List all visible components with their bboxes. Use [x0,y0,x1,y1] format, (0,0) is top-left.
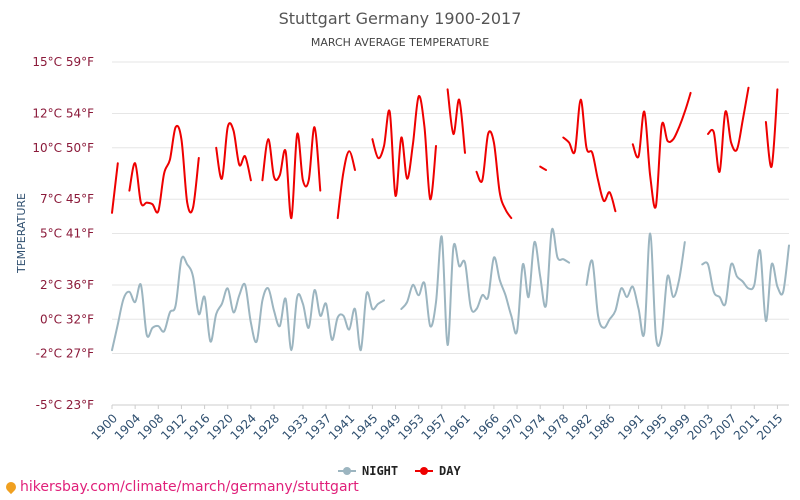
footer-url: hikersbay.com/climate/march/germany/stut… [20,479,359,495]
x-tick-label: 1933 [280,411,311,442]
chart-subtitle: MARCH AVERAGE TEMPERATURE [311,36,489,49]
day-line-segment [475,130,513,220]
x-tick-label: 1904 [112,411,143,442]
x-tick-label: 1978 [540,411,571,442]
y-tick-label: 7°C 45°F [40,192,94,206]
legend[interactable]: NIGHT DAY [338,464,461,478]
night-line-segment [701,244,790,323]
legend-night-label: NIGHT [362,464,398,478]
series-lines [111,86,790,352]
x-tick-label: 1961 [442,411,473,442]
day-line-segment [111,162,119,214]
night-line-segment [111,255,385,352]
day-line-segment [336,150,356,220]
legend-item-night[interactable]: NIGHT [338,464,398,478]
day-line-segment [261,126,322,220]
day-line-segment [371,95,437,201]
day-line-segment [215,122,252,182]
x-tick-label: 1991 [615,411,646,442]
x-tick-label: 1974 [517,411,548,442]
x-tick-label: 1953 [395,411,426,442]
night-line-segment [400,227,571,347]
x-tick-label: 1912 [158,411,189,442]
day-line-segment [764,88,779,168]
x-tick-label: 1986 [586,411,617,442]
x-tick-label: 1995 [638,411,669,442]
x-tick-label: 1916 [181,411,212,442]
x-tick-label: 2015 [754,411,785,442]
x-tick-label: 1982 [563,411,594,442]
x-tick-label: 1928 [251,411,282,442]
x-tick-label: 1908 [135,411,166,442]
y-tick-label: 15°C 59°F [32,55,94,69]
x-axis-ticks: 1900190419081912191619201924192819331937… [89,404,789,443]
x-tick-label: 1900 [89,411,120,442]
y-axis-ticks: -5°C 23°F -2°C 27°F 0°C 32°F 2°C 36°F 5°C 41… [32,55,94,412]
x-tick-label: 1999 [661,411,692,442]
y-tick-label: 2°C 36°F [40,278,94,292]
day-line-segment [707,86,750,173]
y-tick-label: 10°C 50°F [32,141,94,155]
legend-item-day[interactable]: DAY [415,464,461,478]
y-axis-label: TEMPERATURE [15,193,28,274]
x-tick-label: 1924 [227,411,258,442]
y-tick-label: 0°C 32°F [40,312,94,326]
y-tick-label: -5°C 23°F [36,398,94,412]
x-tick-label: 1957 [418,411,449,442]
legend-day-label: DAY [439,464,461,478]
day-line-segment [539,165,547,171]
x-tick-label: 1945 [349,411,380,442]
x-tick-label: 1966 [471,411,502,442]
x-tick-label: 2003 [685,411,716,442]
legend-day-marker [420,467,428,475]
y-tick-label: 12°C 54°F [32,106,94,120]
x-tick-label: 1920 [204,411,235,442]
day-line-segment [562,98,617,213]
legend-night-marker [343,467,351,475]
series-day [111,86,779,220]
series-night [111,227,790,352]
chart-title: Stuttgart Germany 1900-2017 [279,9,522,28]
x-tick-label: 1937 [303,411,334,442]
x-tick-label: 1970 [494,411,525,442]
day-line-segment [446,88,466,154]
x-tick-label: 1941 [326,411,357,442]
night-line-segment [585,232,686,347]
location-pin-icon [3,479,19,495]
day-line-segment [128,124,200,214]
y-tick-label: 5°C 41°F [40,227,94,241]
x-tick-label: 2011 [731,411,762,442]
y-tick-label: -2°C 27°F [36,347,94,361]
x-tick-label: 1949 [372,411,403,442]
footer-link[interactable]: hikersbay.com/climate/march/germany/stut… [3,479,359,495]
x-tick-label: 2007 [708,411,739,442]
day-line-segment [631,91,692,209]
